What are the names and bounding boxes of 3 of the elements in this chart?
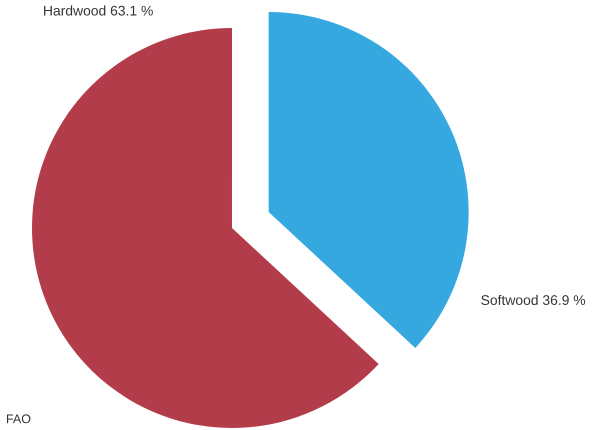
text: FAO — [6, 414, 30, 424]
slice-label: Hardwood 63.1 % — [44, 5, 153, 16]
slice-label: Softwood 36.9 % — [481, 294, 586, 306]
